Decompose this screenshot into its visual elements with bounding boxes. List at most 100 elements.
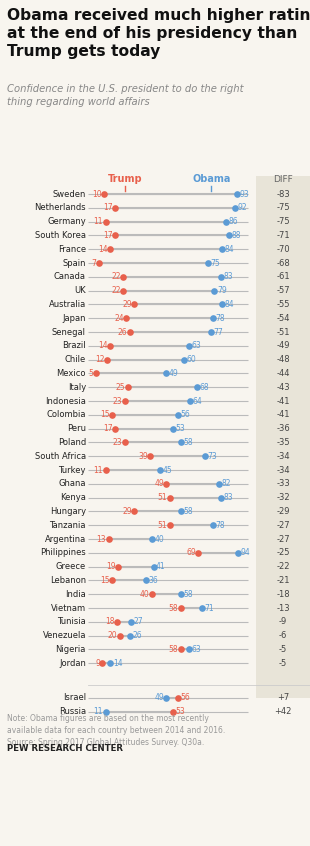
Text: -54: -54 [276,314,290,322]
Text: 84: 84 [225,244,235,254]
Text: 68: 68 [199,382,209,392]
Text: 17: 17 [103,231,113,240]
Text: Germany: Germany [47,217,86,226]
Text: 12: 12 [95,355,105,364]
Text: 7: 7 [92,259,97,267]
Text: 63: 63 [191,341,201,350]
Text: 15: 15 [100,410,109,420]
Text: -44: -44 [276,369,290,378]
Text: 92: 92 [238,203,247,212]
Text: 78: 78 [215,314,225,322]
Text: 78: 78 [215,520,225,530]
Text: 26: 26 [132,631,142,640]
Text: 58: 58 [183,507,193,516]
Text: -22: -22 [276,562,290,571]
Text: 53: 53 [175,707,185,716]
Text: 19: 19 [106,562,116,571]
Text: 64: 64 [193,397,203,405]
Text: +7: +7 [277,693,289,702]
Bar [256,176,310,698]
Text: Mexico: Mexico [56,369,86,378]
Text: -49: -49 [276,341,290,350]
Text: South Korea: South Korea [35,231,86,240]
Text: Venezuela: Venezuela [42,631,86,640]
Text: Senegal: Senegal [52,327,86,337]
Text: 83: 83 [223,493,233,502]
Text: Italy: Italy [68,382,86,392]
Text: Peru: Peru [67,424,86,433]
Text: 40: 40 [154,535,164,543]
Text: Tanzania: Tanzania [50,520,86,530]
Text: 20: 20 [108,631,117,640]
Text: India: India [65,590,86,599]
Text: 15: 15 [100,576,109,585]
Text: 5: 5 [89,369,94,378]
Text: 26: 26 [117,327,127,337]
Text: -71: -71 [276,231,290,240]
Text: -5: -5 [279,659,287,667]
Text: DIFF: DIFF [273,175,293,184]
Text: 14: 14 [113,659,122,667]
Text: Argentina: Argentina [45,535,86,543]
Text: Turkey: Turkey [59,465,86,475]
Text: 24: 24 [114,314,124,322]
Text: -55: -55 [276,299,290,309]
Text: -9: -9 [279,618,287,626]
Text: -41: -41 [276,410,290,420]
Text: 58: 58 [183,590,193,599]
Text: 22: 22 [111,286,121,295]
Text: 11: 11 [94,217,103,226]
Text: Japan: Japan [63,314,86,322]
Text: Indonesia: Indonesia [45,397,86,405]
Text: -5: -5 [279,645,287,654]
Text: Philippines: Philippines [40,548,86,558]
Text: 53: 53 [175,424,185,433]
Text: Sweden: Sweden [53,190,86,199]
Text: 11: 11 [94,707,103,716]
Text: -18: -18 [276,590,290,599]
Text: -36: -36 [276,424,290,433]
Text: 13: 13 [97,535,106,543]
Text: 88: 88 [231,231,241,240]
Text: 27: 27 [134,618,143,626]
Text: 17: 17 [103,424,113,433]
Text: -43: -43 [276,382,290,392]
Text: 23: 23 [113,438,122,447]
Text: 86: 86 [228,217,238,226]
Text: 73: 73 [207,452,217,461]
Text: -70: -70 [276,244,290,254]
Text: -29: -29 [276,507,290,516]
Text: 84: 84 [225,299,235,309]
Text: 60: 60 [187,355,196,364]
Text: -75: -75 [276,203,290,212]
Text: Hungary: Hungary [50,507,86,516]
Text: Kenya: Kenya [60,493,86,502]
Text: -48: -48 [276,355,290,364]
Text: 51: 51 [157,520,167,530]
Text: Poland: Poland [58,438,86,447]
Text: 11: 11 [94,465,103,475]
Text: 49: 49 [169,369,179,378]
Text: Brazil: Brazil [62,341,86,350]
Text: -27: -27 [276,520,290,530]
Text: 63: 63 [191,645,201,654]
Text: 49: 49 [154,693,164,702]
Text: 23: 23 [113,397,122,405]
Text: Spain: Spain [63,259,86,267]
Text: 77: 77 [214,327,224,337]
Text: -61: -61 [276,272,290,282]
Text: 41: 41 [156,562,166,571]
Text: 75: 75 [210,259,220,267]
Text: 39: 39 [138,452,148,461]
Text: -35: -35 [276,438,290,447]
Text: 58: 58 [183,438,193,447]
Text: 22: 22 [111,272,121,282]
Text: 17: 17 [103,203,113,212]
Text: Trump: Trump [108,174,142,184]
Text: Colombia: Colombia [46,410,86,420]
Text: -6: -6 [279,631,287,640]
Text: -68: -68 [276,259,290,267]
Text: 40: 40 [140,590,149,599]
Text: -13: -13 [276,603,290,613]
Text: -33: -33 [276,480,290,488]
